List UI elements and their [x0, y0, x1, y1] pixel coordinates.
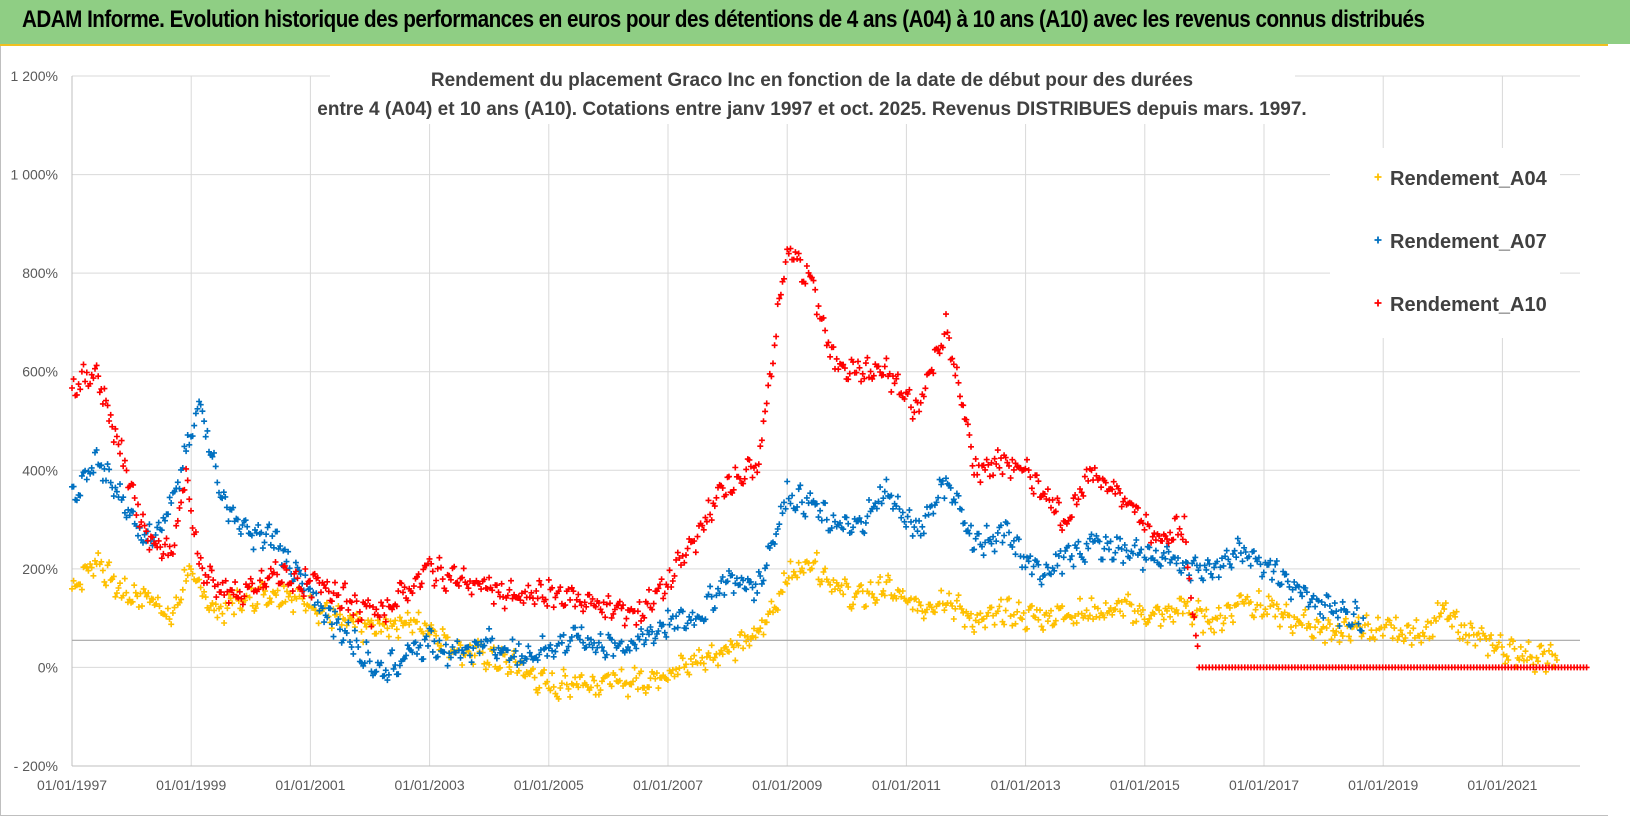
y-tick-label: 200% [22, 561, 58, 577]
series-Rendement_A07 [69, 398, 1367, 684]
series-Rendement_A04 [69, 549, 1560, 702]
x-tick-label: 01/01/2009 [752, 777, 822, 793]
y-tick-label: - 200% [14, 758, 58, 774]
y-tick-label: 1 000% [11, 167, 58, 183]
chart-title-line1: Rendement du placement Graco Inc en fonc… [431, 70, 1193, 91]
series-marks [69, 245, 1590, 671]
series-marks [69, 549, 1560, 702]
x-tick-label: 01/01/2001 [275, 777, 345, 793]
chart-title-line2: entre 4 (A04) et 10 ans (A10). Cotations… [317, 99, 1306, 120]
y-axis-labels: - 200% 0% 200% 400% 600% 800% 1 000% 1 200% [11, 68, 58, 774]
x-tick-label: 01/01/2007 [633, 777, 703, 793]
x-tick-label: 01/01/2003 [395, 777, 465, 793]
y-tick-label: 0% [38, 659, 58, 675]
legend-label: Rendement_A04 [1390, 168, 1548, 190]
legend-marker [1374, 173, 1382, 181]
x-tick-label: 01/01/2019 [1348, 777, 1418, 793]
legend-marker [1374, 299, 1382, 307]
x-tick-label: 01/01/2017 [1229, 777, 1299, 793]
banner-title: ADAM Informe. Evolution historique des p… [22, 6, 1425, 33]
y-tick-label: 800% [22, 265, 58, 281]
x-tick-label: 01/01/2015 [1110, 777, 1180, 793]
x-tick-label: 01/01/2011 [872, 777, 941, 793]
banner: ADAM Informe. Evolution historique des p… [0, 0, 1630, 46]
y-tick-label: 1 200% [11, 68, 58, 84]
x-tick-label: 01/01/2021 [1467, 777, 1537, 793]
chart-title: Rendement du placement Graco Inc en fonc… [317, 62, 1307, 124]
series-Rendement_A10 [69, 245, 1590, 671]
x-tick-label: 01/01/1997 [37, 777, 107, 793]
x-tick-label: 01/01/1999 [156, 777, 226, 793]
chart-legend: Rendement_A04 Rendement_A07 Rendement_A10 [1330, 148, 1560, 338]
chart-marks [69, 245, 1590, 702]
y-tick-label: 400% [22, 462, 58, 478]
series-marks [69, 398, 1367, 684]
x-tick-label: 01/01/2013 [991, 777, 1061, 793]
y-tick-label: 600% [22, 364, 58, 380]
x-tick-label: 01/01/2005 [514, 777, 584, 793]
legend-label: Rendement_A10 [1390, 294, 1547, 316]
legend-marker [1374, 236, 1382, 244]
x-axis-labels: 01/01/1997 01/01/1999 01/01/2001 01/01/2003… [37, 777, 1538, 793]
legend-background [1330, 148, 1560, 338]
legend-label: Rendement_A07 [1390, 231, 1547, 253]
